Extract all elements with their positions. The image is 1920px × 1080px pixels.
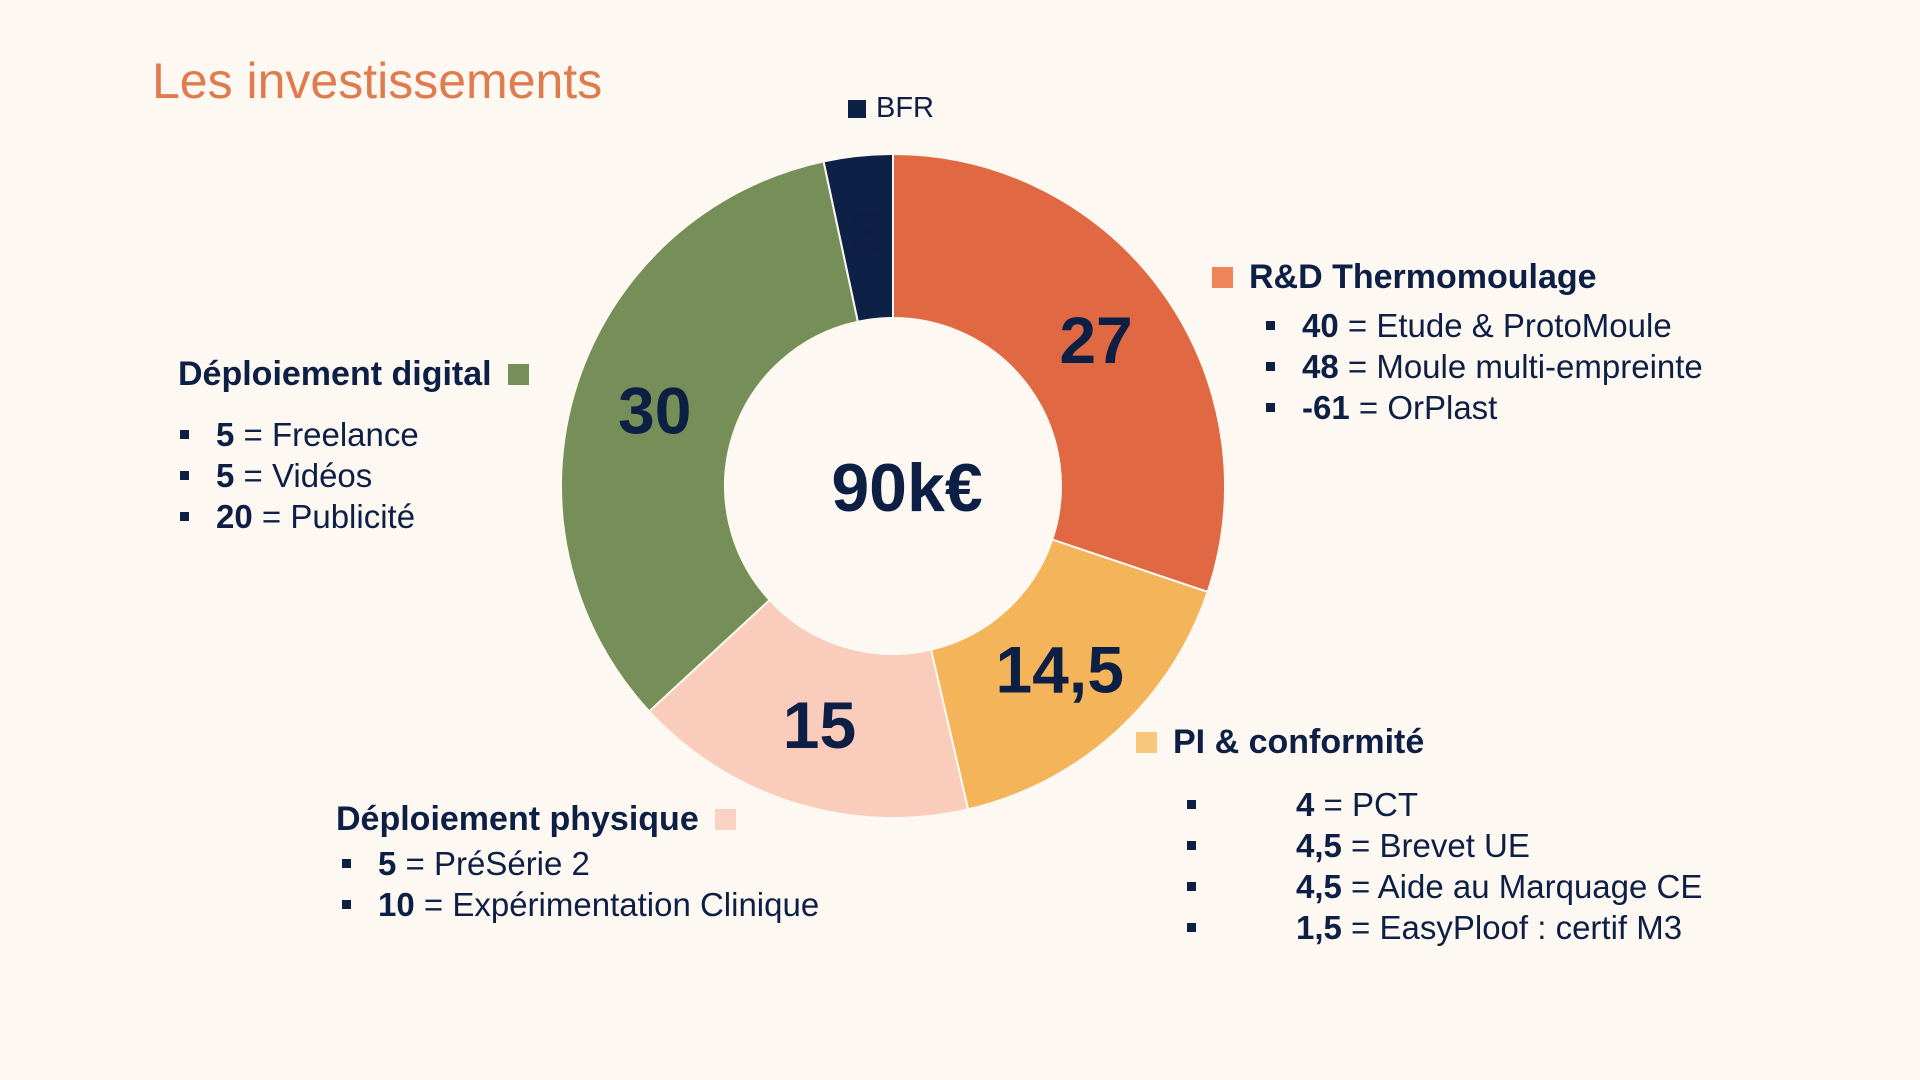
legend-physique: Déploiement physique 5 = PréSérie 2 10 =… bbox=[336, 800, 819, 925]
legend-pi: PI & conformité 4 = PCT 4,5 = Brevet UE … bbox=[1136, 723, 1702, 948]
slice-value-digital: 30 bbox=[618, 373, 691, 447]
legend-label-physique: Déploiement physique bbox=[336, 800, 699, 838]
legend-label-bfr: BFR bbox=[876, 92, 934, 124]
legend-item: 5 = Vidéos bbox=[180, 455, 529, 496]
legend-label-rd: R&D Thermomoulage bbox=[1249, 258, 1597, 296]
slice-value-bfr: 3 bbox=[849, 199, 883, 268]
slice-value-rd: 27 bbox=[1059, 303, 1132, 377]
legend-items-rd: 40 = Etude & ProtoMoule 48 = Moule multi… bbox=[1266, 305, 1703, 428]
legend-label-digital: Déploiement digital bbox=[178, 355, 492, 393]
legend-items-digital: 5 = Freelance 5 = Vidéos 20 = Publicité bbox=[180, 414, 529, 537]
legend-items-physique: 5 = PréSérie 2 10 = Expérimentation Clin… bbox=[341, 843, 820, 925]
legend-swatch-bfr bbox=[848, 99, 866, 118]
legend-swatch-rd bbox=[1212, 267, 1233, 288]
legend-rd: R&D Thermomoulage 40 = Etude & ProtoMoul… bbox=[1212, 258, 1703, 428]
legend-item: 1,5 = EasyPloof : certif M3 bbox=[1186, 907, 1702, 948]
slice-value-physique: 15 bbox=[783, 688, 856, 762]
legend-item: 4,5 = Brevet UE bbox=[1186, 825, 1702, 866]
legend-item: 5 = Freelance bbox=[180, 414, 529, 455]
donut-slice-digital bbox=[560, 160, 860, 713]
donut-slice-bfr bbox=[822, 152, 894, 323]
legend-item: 4 = PCT bbox=[1186, 784, 1702, 825]
legend-item: 20 = Publicité bbox=[180, 496, 529, 537]
legend-items-pi: 4 = PCT 4,5 = Brevet UE 4,5 = Aide au Ma… bbox=[1186, 784, 1703, 948]
legend-digital: Déploiement digital 5 = Freelance 5 = Vi… bbox=[178, 355, 529, 537]
legend-item: 5 = PréSérie 2 bbox=[341, 843, 819, 884]
legend-item: 40 = Etude & ProtoMoule bbox=[1266, 305, 1703, 346]
legend-swatch-physique bbox=[714, 809, 736, 830]
page-title: Les investissements bbox=[152, 53, 603, 109]
donut-slice-physique bbox=[647, 598, 970, 819]
legend-bfr: BFR bbox=[848, 92, 934, 125]
legend-swatch-digital bbox=[507, 364, 529, 385]
slice-value-pi: 14,5 bbox=[995, 633, 1123, 707]
donut-slice-pi bbox=[929, 538, 1209, 811]
donut-total-label: 90k€ bbox=[831, 450, 982, 526]
donut-slice-rd bbox=[892, 152, 1226, 594]
legend-item: 48 = Moule multi-empreinte bbox=[1266, 348, 1703, 385]
legend-swatch-pi bbox=[1136, 732, 1157, 753]
legend-label-pi: PI & conformité bbox=[1173, 723, 1425, 761]
legend-item: 4,5 = Aide au Marquage CE bbox=[1186, 868, 1703, 905]
legend-item: -61 = OrPlast bbox=[1266, 387, 1703, 428]
legend-item: 10 = Expérimentation Clinique bbox=[341, 886, 820, 923]
